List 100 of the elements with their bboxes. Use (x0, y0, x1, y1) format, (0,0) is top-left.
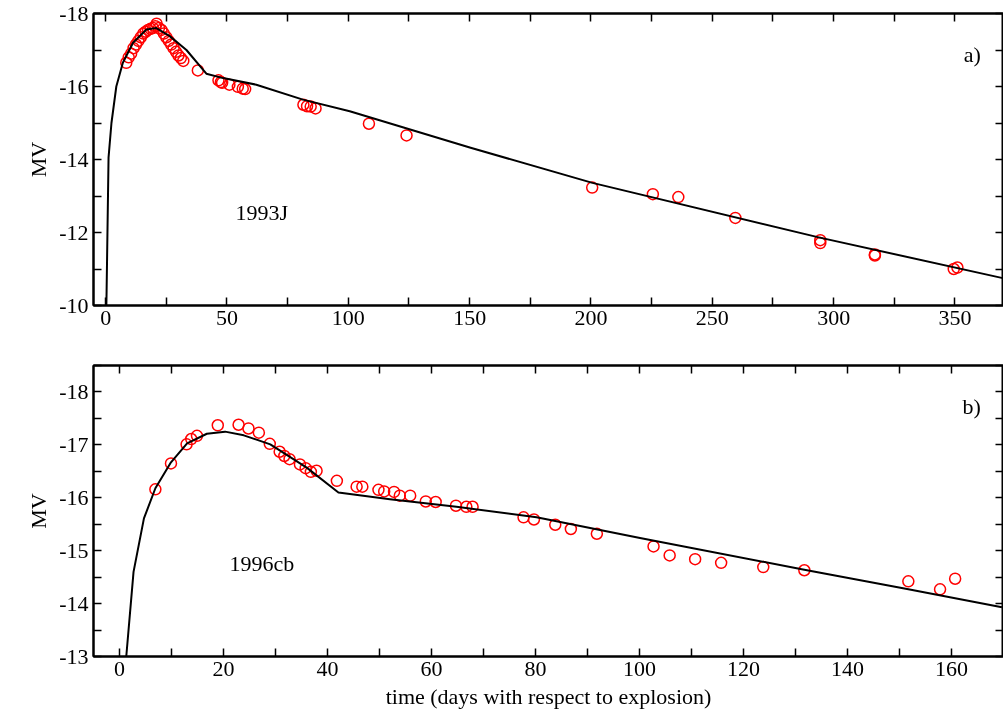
y-tick-label: -18 (59, 0, 89, 26)
point (127, 41, 140, 55)
point (403, 489, 417, 502)
point (400, 129, 413, 142)
x-tick-label: 160 (935, 655, 968, 681)
x-tick-label: 250 (695, 304, 729, 330)
point (948, 572, 962, 585)
point (300, 99, 314, 113)
point (122, 51, 135, 64)
point (663, 549, 676, 562)
point (549, 518, 562, 531)
point (672, 190, 685, 204)
point (951, 261, 964, 274)
point (729, 211, 742, 225)
point (232, 418, 245, 431)
point (297, 98, 310, 111)
annotation: 1993J (235, 199, 289, 225)
point (933, 583, 947, 596)
point (304, 100, 317, 113)
x-tick-label: 300 (817, 304, 851, 330)
point (278, 449, 291, 463)
point (377, 485, 391, 498)
point (356, 480, 369, 493)
point (180, 438, 193, 451)
point (164, 38, 178, 51)
point (263, 437, 277, 451)
y-axis-title: MV (26, 141, 52, 178)
point (647, 540, 660, 553)
annotation: a) (963, 41, 981, 67)
point (164, 457, 178, 470)
point (160, 30, 173, 44)
x-tick-label: 50 (215, 304, 238, 330)
point (310, 464, 323, 478)
point (362, 117, 376, 130)
x-tick-label: 150 (453, 304, 487, 330)
y-axis-title: MV (26, 493, 52, 529)
point (449, 499, 463, 512)
y-tick-label: -13 (59, 643, 89, 669)
point (120, 56, 133, 70)
y-tick-label: -10 (59, 292, 89, 318)
point (527, 513, 541, 526)
point (330, 474, 344, 488)
point (517, 511, 530, 524)
annotation: b) (962, 393, 981, 419)
point (242, 422, 255, 435)
x-tick-label: 60 (420, 655, 443, 681)
y-tick-label: -14 (59, 590, 89, 616)
point (157, 27, 171, 40)
point (460, 500, 473, 514)
point (429, 495, 442, 509)
x-tick-label: 100 (331, 304, 365, 330)
point (947, 262, 960, 276)
point (167, 41, 180, 55)
point (211, 419, 225, 432)
point (149, 483, 162, 496)
x-tick-label: 20 (212, 655, 235, 681)
point (585, 181, 599, 194)
point (798, 564, 811, 577)
y-tick-label: -18 (59, 378, 89, 404)
point (283, 452, 296, 466)
point (132, 34, 145, 48)
x-tick-label: 120 (727, 655, 760, 681)
point (757, 560, 770, 574)
y-tick-label: -12 (59, 219, 89, 245)
point (902, 575, 915, 588)
x-tick-label: 200 (574, 304, 608, 330)
point (191, 64, 205, 77)
x-tick-label: 40 (316, 655, 339, 681)
point (350, 480, 363, 493)
point (129, 38, 143, 51)
point (162, 34, 175, 48)
x-tick-label: 0 (100, 304, 112, 330)
x-tick-label: 140 (831, 655, 864, 681)
point (372, 483, 385, 497)
point (212, 74, 225, 87)
y-tick-label: -16 (59, 484, 89, 510)
point (185, 432, 198, 446)
point (299, 461, 312, 475)
x-tick-label: 0 (114, 655, 125, 681)
point (564, 522, 578, 536)
point (293, 458, 307, 471)
y-tick-label: -16 (59, 73, 89, 99)
point (252, 426, 266, 439)
point (466, 500, 479, 514)
point (688, 552, 702, 566)
point (387, 485, 401, 499)
x-tick-label: 100 (623, 655, 656, 681)
point (190, 429, 204, 443)
point (273, 445, 286, 458)
point (169, 45, 183, 59)
x-tick-label: 350 (938, 304, 972, 330)
point (309, 102, 322, 115)
x-axis-title: time (days with respect to explosion) (385, 683, 712, 709)
y-tick-label: -17 (59, 431, 89, 457)
point (419, 495, 433, 508)
point (590, 527, 604, 540)
point (231, 80, 245, 94)
point (223, 78, 236, 91)
annotation: 1996cb (229, 550, 295, 576)
point (393, 489, 407, 502)
